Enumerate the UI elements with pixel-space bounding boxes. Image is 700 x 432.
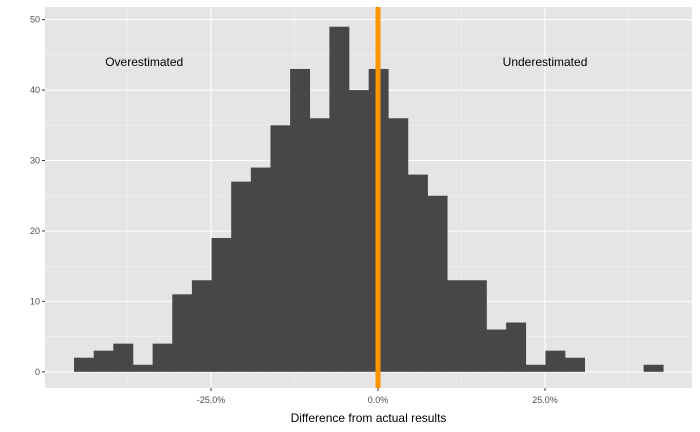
histogram-bar — [427, 195, 448, 372]
annotation-label: Underestimated — [503, 55, 588, 69]
histogram-bar — [152, 343, 173, 372]
histogram-bar — [466, 280, 487, 372]
x-axis-title: Difference from actual results — [291, 411, 447, 425]
y-tick-label: 0 — [35, 367, 40, 377]
y-tick-label: 20 — [30, 226, 40, 236]
histogram-bar — [132, 364, 153, 372]
y-tick-label: 30 — [30, 156, 40, 166]
histogram-bar — [388, 118, 409, 372]
histogram-bar — [74, 357, 95, 372]
y-tick-label: 50 — [30, 15, 40, 25]
x-tick-label: 25.0% — [532, 395, 558, 405]
y-tick-label: 10 — [30, 296, 40, 306]
histogram-bar — [309, 118, 330, 372]
histogram-bar — [250, 167, 271, 372]
histogram-bar — [407, 174, 428, 372]
histogram-bar — [93, 350, 114, 372]
histogram-bar — [506, 322, 527, 372]
x-tick-label: -25.0% — [197, 395, 226, 405]
histogram-bar — [643, 364, 664, 372]
histogram-bar — [329, 26, 350, 372]
histogram-bar — [525, 364, 546, 372]
x-tick-label: 0.0% — [368, 395, 389, 405]
histogram-bar — [349, 90, 369, 372]
histogram-bar — [191, 280, 212, 372]
histogram-bar — [211, 237, 232, 372]
histogram-bar — [565, 357, 586, 372]
histogram-bar — [447, 280, 468, 372]
histogram-bar — [113, 343, 134, 372]
histogram-bar — [290, 68, 311, 372]
histogram-bar — [545, 350, 566, 372]
annotation-label: Overestimated — [105, 55, 183, 69]
y-tick-label: 40 — [30, 85, 40, 95]
histogram-bar — [486, 329, 507, 372]
histogram-bar — [270, 125, 291, 372]
histogram-bar — [172, 294, 193, 372]
histogram-bar — [231, 181, 252, 372]
